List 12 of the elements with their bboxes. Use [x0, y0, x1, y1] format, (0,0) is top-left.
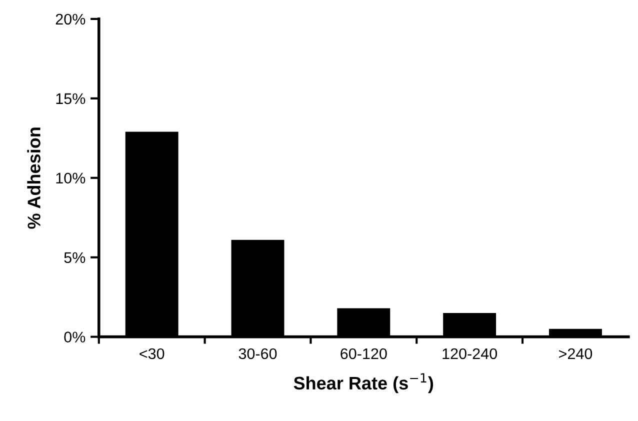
y-tick-label: 10%: [56, 172, 86, 184]
x-tick-label: 120-240: [442, 348, 498, 360]
x-tick-label: 60-120: [340, 348, 387, 360]
x-tick-label: 30-60: [238, 348, 277, 360]
y-tick-label: 20%: [56, 14, 86, 25]
y-axis-title: % Adhesion: [27, 128, 40, 229]
x-tick-label: <30: [140, 348, 164, 360]
x-axis-title: Shear Rate (s$^{−1}$): [294, 373, 434, 394]
y-tick-label: 5%: [64, 252, 86, 264]
x-tick-label: >240: [559, 348, 592, 360]
y-tick-label: 0%: [64, 332, 86, 342]
y-tick-label: 15%: [56, 93, 86, 104]
